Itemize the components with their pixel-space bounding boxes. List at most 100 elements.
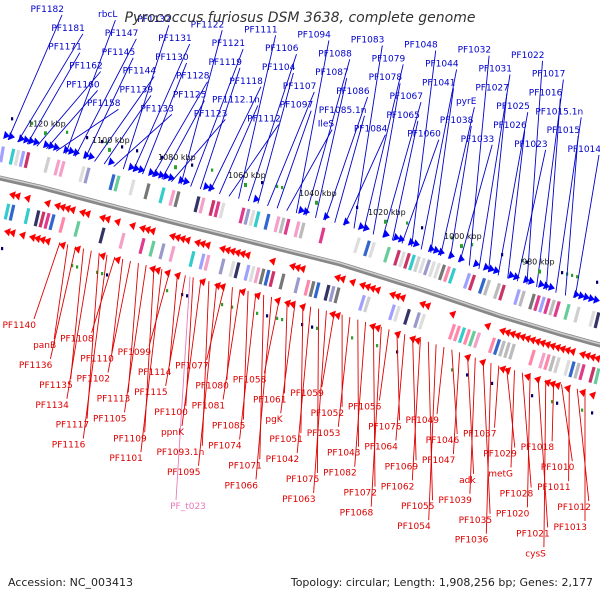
reverse-gene-label[interactable]: PF1061 xyxy=(253,395,287,405)
forward-gene-arrow[interactable] xyxy=(23,135,31,145)
reverse-gene-arrow[interactable] xyxy=(63,203,71,214)
forward-gene-label[interactable]: PF1160 xyxy=(66,80,100,90)
reverse-gene-arrow[interactable] xyxy=(138,223,146,233)
forward-gene-arrow[interactable] xyxy=(482,262,491,273)
forward-gene-label[interactable]: PF1016 xyxy=(529,89,563,99)
forward-gene-label[interactable]: PF1128 xyxy=(176,72,210,82)
reverse-gene-arrow[interactable] xyxy=(483,321,492,331)
reverse-gene-arrow[interactable] xyxy=(298,264,306,274)
forward-gene-arrow[interactable] xyxy=(28,136,36,146)
reverse-gene-arrow[interactable] xyxy=(223,245,231,255)
reverse-gene-label[interactable]: metG xyxy=(488,470,513,480)
reverse-gene-arrow[interactable] xyxy=(523,371,532,381)
reverse-gene-arrow[interactable] xyxy=(8,190,16,200)
forward-gene-label[interactable]: PF1104 xyxy=(262,63,296,73)
reverse-gene-arrow[interactable] xyxy=(43,198,51,208)
reverse-gene-arrow[interactable] xyxy=(393,291,402,301)
reverse-gene-arrow[interactable] xyxy=(28,232,36,242)
reverse-gene-arrow[interactable] xyxy=(18,230,26,240)
forward-gene-arrow[interactable] xyxy=(253,194,261,204)
reverse-gene-arrow[interactable] xyxy=(503,327,512,337)
forward-gene-arrow[interactable] xyxy=(507,270,516,281)
reverse-gene-label[interactable]: PF1082 xyxy=(323,469,357,479)
forward-gene-label[interactable]: PF1112 xyxy=(247,115,281,125)
reverse-gene-arrow[interactable] xyxy=(348,277,357,287)
forward-gene-arrow[interactable] xyxy=(128,162,136,173)
reverse-gene-label[interactable]: PF1135 xyxy=(39,381,73,391)
reverse-gene-label[interactable]: PF1051 xyxy=(269,435,303,445)
forward-gene-arrow[interactable] xyxy=(178,175,186,186)
forward-gene-label[interactable]: PF1086 xyxy=(336,87,370,97)
forward-gene-arrow[interactable] xyxy=(3,130,11,141)
reverse-gene-arrow[interactable] xyxy=(498,326,507,336)
reverse-gene-arrow[interactable] xyxy=(538,338,547,348)
reverse-gene-label[interactable]: PF1039 xyxy=(438,496,472,506)
forward-gene-arrow[interactable] xyxy=(108,157,116,167)
reverse-gene-arrow[interactable] xyxy=(548,341,557,351)
reverse-gene-arrow[interactable] xyxy=(333,272,341,283)
forward-gene-label[interactable]: PF1027 xyxy=(475,83,509,93)
reverse-gene-label[interactable]: PF1074 xyxy=(208,442,242,452)
reverse-gene-arrow[interactable] xyxy=(448,309,457,319)
reverse-gene-arrow[interactable] xyxy=(183,235,191,245)
forward-gene-label[interactable]: PF1023 xyxy=(514,140,548,150)
reverse-gene-label[interactable]: PF1114 xyxy=(138,368,172,378)
reverse-gene-arrow[interactable] xyxy=(113,255,121,265)
forward-gene-arrow[interactable] xyxy=(203,181,211,192)
forward-gene-label[interactable]: PF1044 xyxy=(425,59,459,69)
reverse-gene-label[interactable]: PF1093.1n xyxy=(156,448,204,458)
forward-gene-arrow[interactable] xyxy=(362,223,371,233)
reverse-gene-arrow[interactable] xyxy=(528,335,537,345)
reverse-gene-label[interactable]: PF1011 xyxy=(537,483,571,493)
reverse-gene-label[interactable]: PF1063 xyxy=(282,495,316,505)
reverse-gene-arrow[interactable] xyxy=(398,292,407,303)
reverse-gene-arrow[interactable] xyxy=(333,310,341,321)
forward-gene-label[interactable]: PF1133 xyxy=(140,104,174,114)
forward-gene-label[interactable]: PF1144 xyxy=(123,67,157,77)
forward-gene-arrow[interactable] xyxy=(537,279,546,290)
forward-gene-label[interactable]: PF1067 xyxy=(389,92,423,102)
forward-gene-label[interactable]: PF1094 xyxy=(297,30,331,40)
reverse-gene-label[interactable]: PF1116 xyxy=(52,441,86,451)
reverse-gene-label[interactable]: ppnK xyxy=(161,428,185,438)
forward-gene-arrow[interactable] xyxy=(577,291,586,301)
reverse-gene-label[interactable]: PF1080 xyxy=(195,382,229,392)
forward-gene-label[interactable]: IleS xyxy=(318,120,335,130)
forward-gene-arrow[interactable] xyxy=(48,141,56,151)
forward-gene-label[interactable]: PF1139 xyxy=(119,86,153,96)
forward-gene-arrow[interactable] xyxy=(133,163,141,174)
reverse-gene-arrow[interactable] xyxy=(408,334,417,344)
reverse-gene-label[interactable]: PF1105 xyxy=(93,414,127,424)
reverse-gene-arrow[interactable] xyxy=(13,191,21,201)
reverse-gene-label[interactable]: PF1010 xyxy=(541,463,575,473)
reverse-gene-label[interactable]: PF1036 xyxy=(455,536,489,546)
forward-gene-arrow[interactable] xyxy=(572,289,581,300)
forward-gene-label[interactable]: PF1132 xyxy=(137,15,171,25)
reverse-gene-arrow[interactable] xyxy=(173,232,181,243)
reverse-gene-arrow[interactable] xyxy=(148,264,156,274)
reverse-gene-arrow[interactable] xyxy=(513,330,522,340)
forward-gene-label[interactable]: PF1017 xyxy=(532,70,566,80)
reverse-gene-label[interactable]: PF1068 xyxy=(340,509,374,519)
reverse-gene-arrow[interactable] xyxy=(563,345,572,355)
reverse-gene-arrow[interactable] xyxy=(203,240,211,250)
forward-gene-arrow[interactable] xyxy=(547,282,556,293)
forward-gene-label[interactable]: PF1171 xyxy=(48,43,82,53)
forward-gene-arrow[interactable] xyxy=(582,292,591,303)
forward-gene-arrow[interactable] xyxy=(53,142,61,153)
forward-gene-label[interactable]: rbcL xyxy=(98,10,117,20)
reverse-gene-arrow[interactable] xyxy=(388,289,397,300)
forward-gene-label[interactable]: PF1015 xyxy=(547,126,581,136)
reverse-gene-label[interactable]: PF1037 xyxy=(463,430,497,440)
reverse-gene-arrow[interactable] xyxy=(143,224,151,235)
reverse-gene-arrow[interactable] xyxy=(578,349,587,359)
forward-gene-label[interactable]: PF1107 xyxy=(283,82,317,92)
forward-gene-arrow[interactable] xyxy=(148,167,156,178)
reverse-gene-arrow[interactable] xyxy=(58,202,66,212)
forward-gene-label[interactable]: PF1085.1n xyxy=(319,106,367,116)
reverse-gene-arrow[interactable] xyxy=(153,265,161,275)
reverse-gene-label[interactable]: PF1069 xyxy=(385,462,419,472)
forward-gene-arrow[interactable] xyxy=(457,254,466,264)
reverse-gene-arrow[interactable] xyxy=(553,380,562,390)
reverse-gene-arrow[interactable] xyxy=(298,302,306,312)
